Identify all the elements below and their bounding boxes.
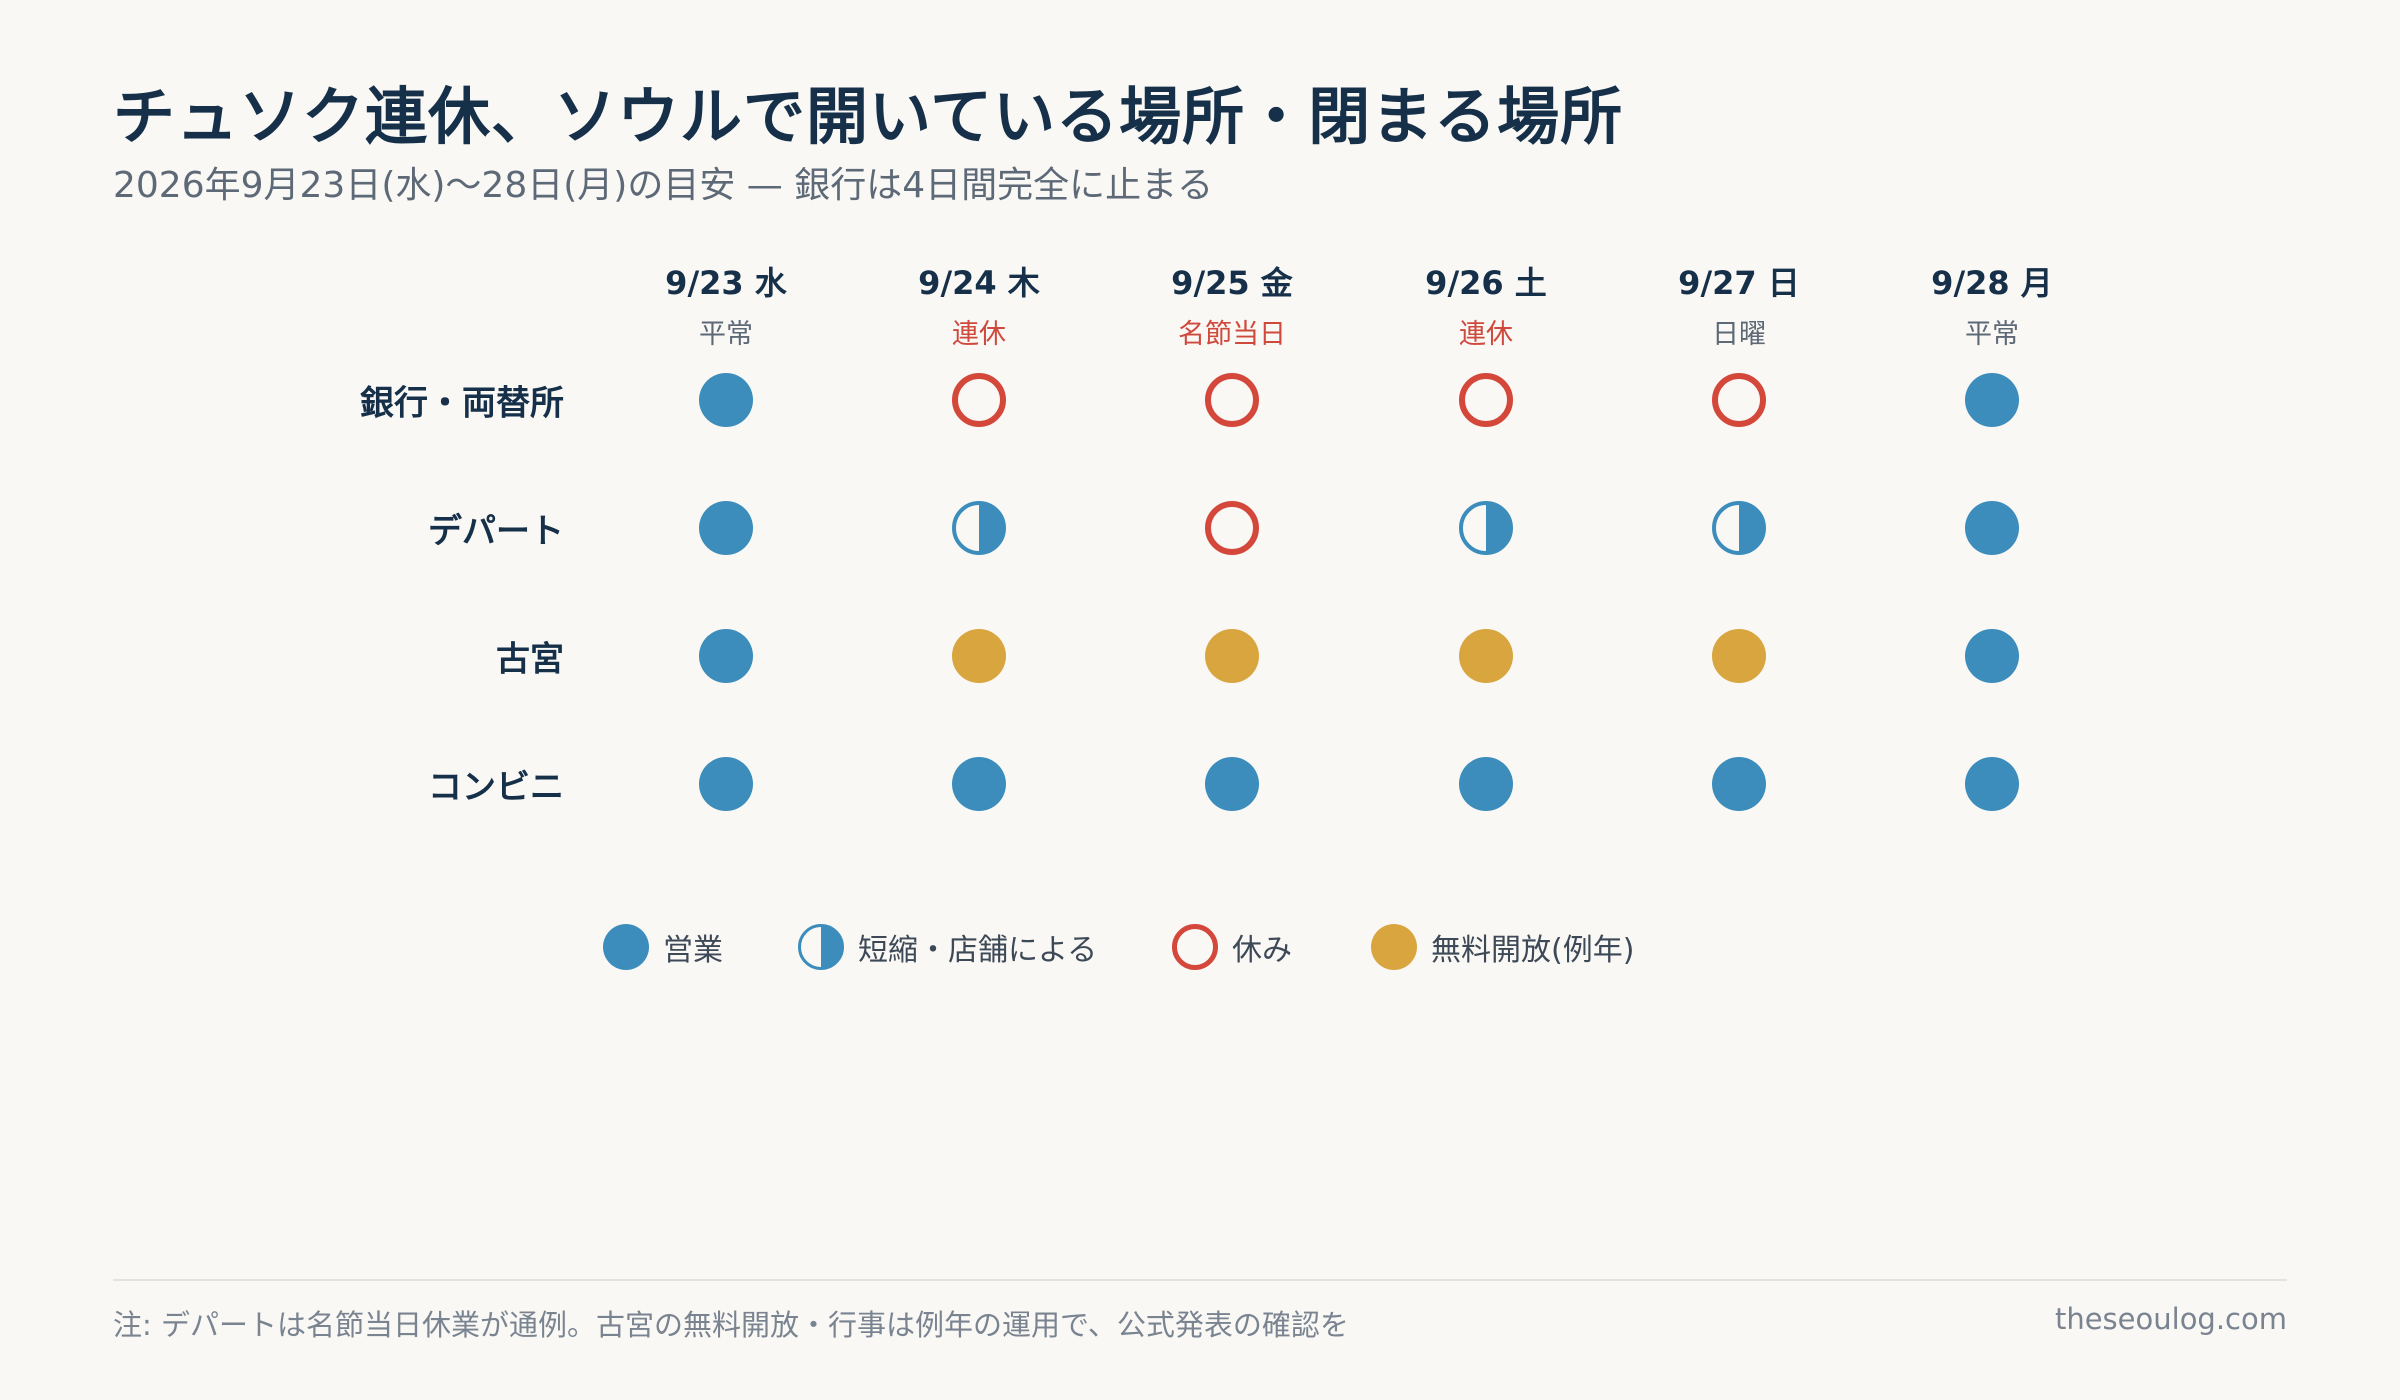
status-open-icon bbox=[699, 629, 753, 683]
day-date: 9/23 水 bbox=[665, 264, 787, 302]
footer-divider bbox=[113, 1279, 2287, 1281]
page-subtitle: 2026年9月23日(水)〜28日(月)の目安 — 銀行は4日間完全に止まる bbox=[113, 165, 1214, 206]
day-type: 連休 bbox=[952, 319, 1006, 350]
status-open-icon bbox=[1965, 501, 2019, 555]
status-free-icon bbox=[1712, 629, 1766, 683]
page-title: チュソク連休、ソウルで開いている場所・閉まる場所 bbox=[113, 80, 1624, 153]
day-date: 9/25 金 bbox=[1171, 264, 1293, 302]
status-free-icon bbox=[952, 629, 1006, 683]
day-header: 9/28 月平常 bbox=[1882, 258, 2102, 351]
status-partial-icon bbox=[1459, 501, 1513, 555]
day-date: 9/26 土 bbox=[1425, 264, 1547, 302]
status-open-icon bbox=[1459, 757, 1513, 811]
day-type: 連休 bbox=[1459, 319, 1513, 350]
status-open-icon bbox=[1965, 629, 2019, 683]
day-date: 9/28 月 bbox=[1931, 264, 2053, 302]
legend-open-icon bbox=[603, 924, 649, 970]
legend-label: 営業 bbox=[663, 933, 723, 968]
day-header: 9/24 木連休 bbox=[869, 258, 1089, 351]
legend-label: 短縮・店舗による bbox=[858, 933, 1098, 968]
day-header: 9/23 水平常 bbox=[616, 258, 836, 351]
status-free-icon bbox=[1459, 629, 1513, 683]
legend-closed-icon bbox=[1172, 924, 1218, 970]
row-label: 古宮 bbox=[496, 639, 564, 680]
day-type: 名節当日 bbox=[1178, 319, 1286, 350]
legend-item-closed: 休み bbox=[1172, 922, 1292, 972]
status-open-icon bbox=[699, 757, 753, 811]
site-credit: theseoulog.com bbox=[2054, 1302, 2287, 1336]
day-header: 9/26 土連休 bbox=[1376, 258, 1596, 351]
legend: 営業 短縮・店舗による 休み 無料開放(例年) bbox=[0, 922, 2400, 972]
row-label: デパート bbox=[428, 511, 564, 552]
day-header: 9/27 日日曜 bbox=[1629, 258, 1849, 351]
status-open-icon bbox=[699, 501, 753, 555]
status-open-icon bbox=[699, 373, 753, 427]
footer-note: 注: デパートは名節当日休業が通例。古宮の無料開放・行事は例年の運用で、公式発表… bbox=[113, 1308, 1349, 1342]
legend-item-open: 営業 bbox=[603, 922, 723, 972]
row-label: 銀行・両替所 bbox=[360, 383, 564, 424]
legend-label: 無料開放(例年) bbox=[1431, 933, 1635, 968]
status-partial-icon bbox=[952, 501, 1006, 555]
legend-partial-icon bbox=[798, 924, 844, 970]
status-closed-icon bbox=[1205, 501, 1259, 555]
day-date: 9/27 日 bbox=[1678, 264, 1800, 302]
status-partial-icon bbox=[1712, 501, 1766, 555]
legend-label: 休み bbox=[1232, 933, 1292, 968]
status-closed-icon bbox=[1459, 373, 1513, 427]
day-date: 9/24 木 bbox=[918, 264, 1040, 302]
status-open-icon bbox=[1965, 373, 2019, 427]
status-open-icon bbox=[952, 757, 1006, 811]
day-type: 平常 bbox=[699, 319, 753, 350]
status-open-icon bbox=[1965, 757, 2019, 811]
legend-item-partial: 短縮・店舗による bbox=[798, 922, 1097, 972]
status-closed-icon bbox=[1205, 373, 1259, 427]
status-open-icon bbox=[1712, 757, 1766, 811]
row-label: コンビニ bbox=[428, 767, 564, 808]
legend-item-free: 無料開放(例年) bbox=[1371, 922, 1634, 972]
status-closed-icon bbox=[952, 373, 1006, 427]
status-closed-icon bbox=[1712, 373, 1766, 427]
status-free-icon bbox=[1205, 629, 1259, 683]
day-type: 日曜 bbox=[1712, 319, 1766, 350]
day-type: 平常 bbox=[1965, 319, 2019, 350]
status-open-icon bbox=[1205, 757, 1259, 811]
day-header: 9/25 金名節当日 bbox=[1122, 258, 1342, 351]
legend-free-icon bbox=[1371, 924, 1417, 970]
